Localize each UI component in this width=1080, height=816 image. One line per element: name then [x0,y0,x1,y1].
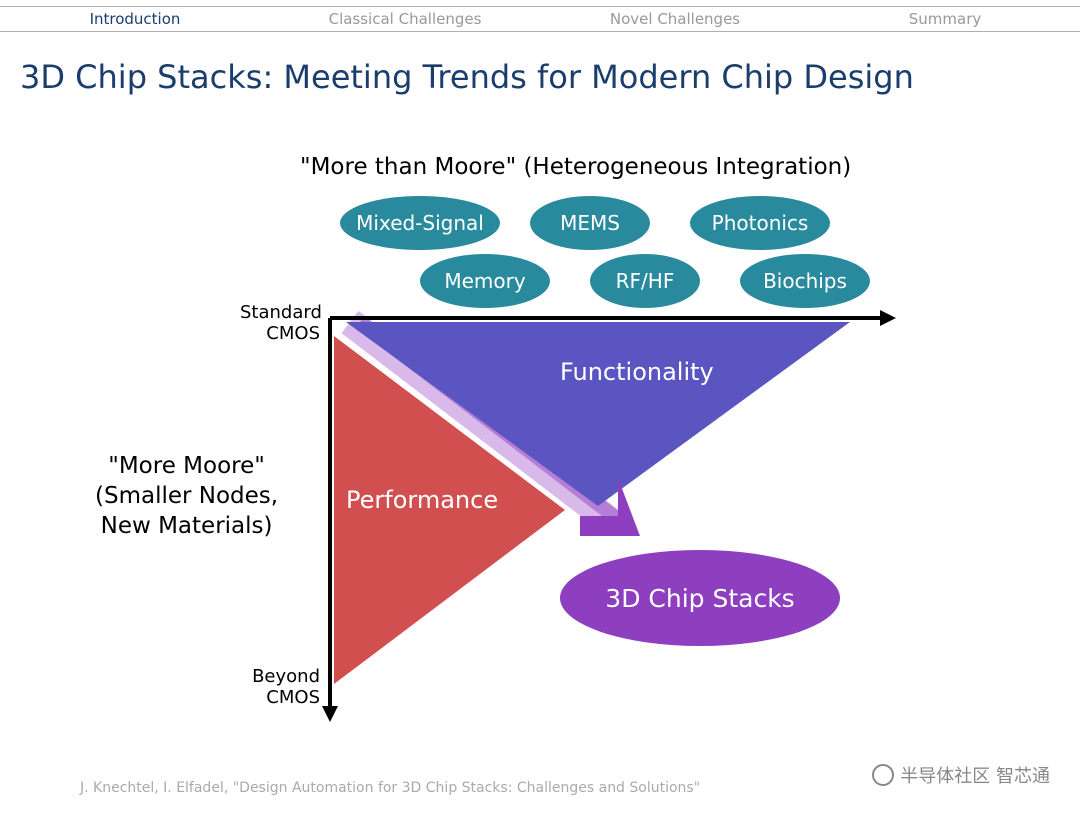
nav-tab-classical[interactable]: Classical Challenges [270,10,540,28]
more-moore-line1: "More Moore" [95,452,278,482]
more-moore-label: "More Moore" (Smaller Nodes, New Materia… [95,452,278,542]
diagram-svg [0,136,1080,756]
performance-label: Performance [346,486,498,514]
result-ellipse-3d-chip-stacks: 3D Chip Stacks [560,550,840,646]
slide-title: 3D Chip Stacks: Meeting Trends for Moder… [20,58,1080,96]
more-moore-line2: (Smaller Nodes, [95,482,278,512]
citation-footer: J. Knechtel, I. Elfadel, "Design Automat… [80,780,700,796]
axis-label-standard-cmos: Standard CMOS [240,302,320,344]
watermark: 半导体社区 智芯通 [872,762,1050,788]
nav-tab-novel[interactable]: Novel Challenges [540,10,810,28]
top-nav: Introduction Classical Challenges Novel … [0,6,1080,32]
wechat-icon [872,764,894,786]
functionality-label: Functionality [560,358,714,386]
watermark-text: 半导体社区 智芯通 [900,762,1050,788]
nav-tab-introduction[interactable]: Introduction [0,10,270,28]
more-moore-line3: New Materials) [95,512,278,542]
axis-label-beyond-cmos: Beyond CMOS [240,666,320,708]
diagram-area: "More than Moore" (Heterogeneous Integra… [0,136,1080,756]
nav-tab-summary[interactable]: Summary [810,10,1080,28]
